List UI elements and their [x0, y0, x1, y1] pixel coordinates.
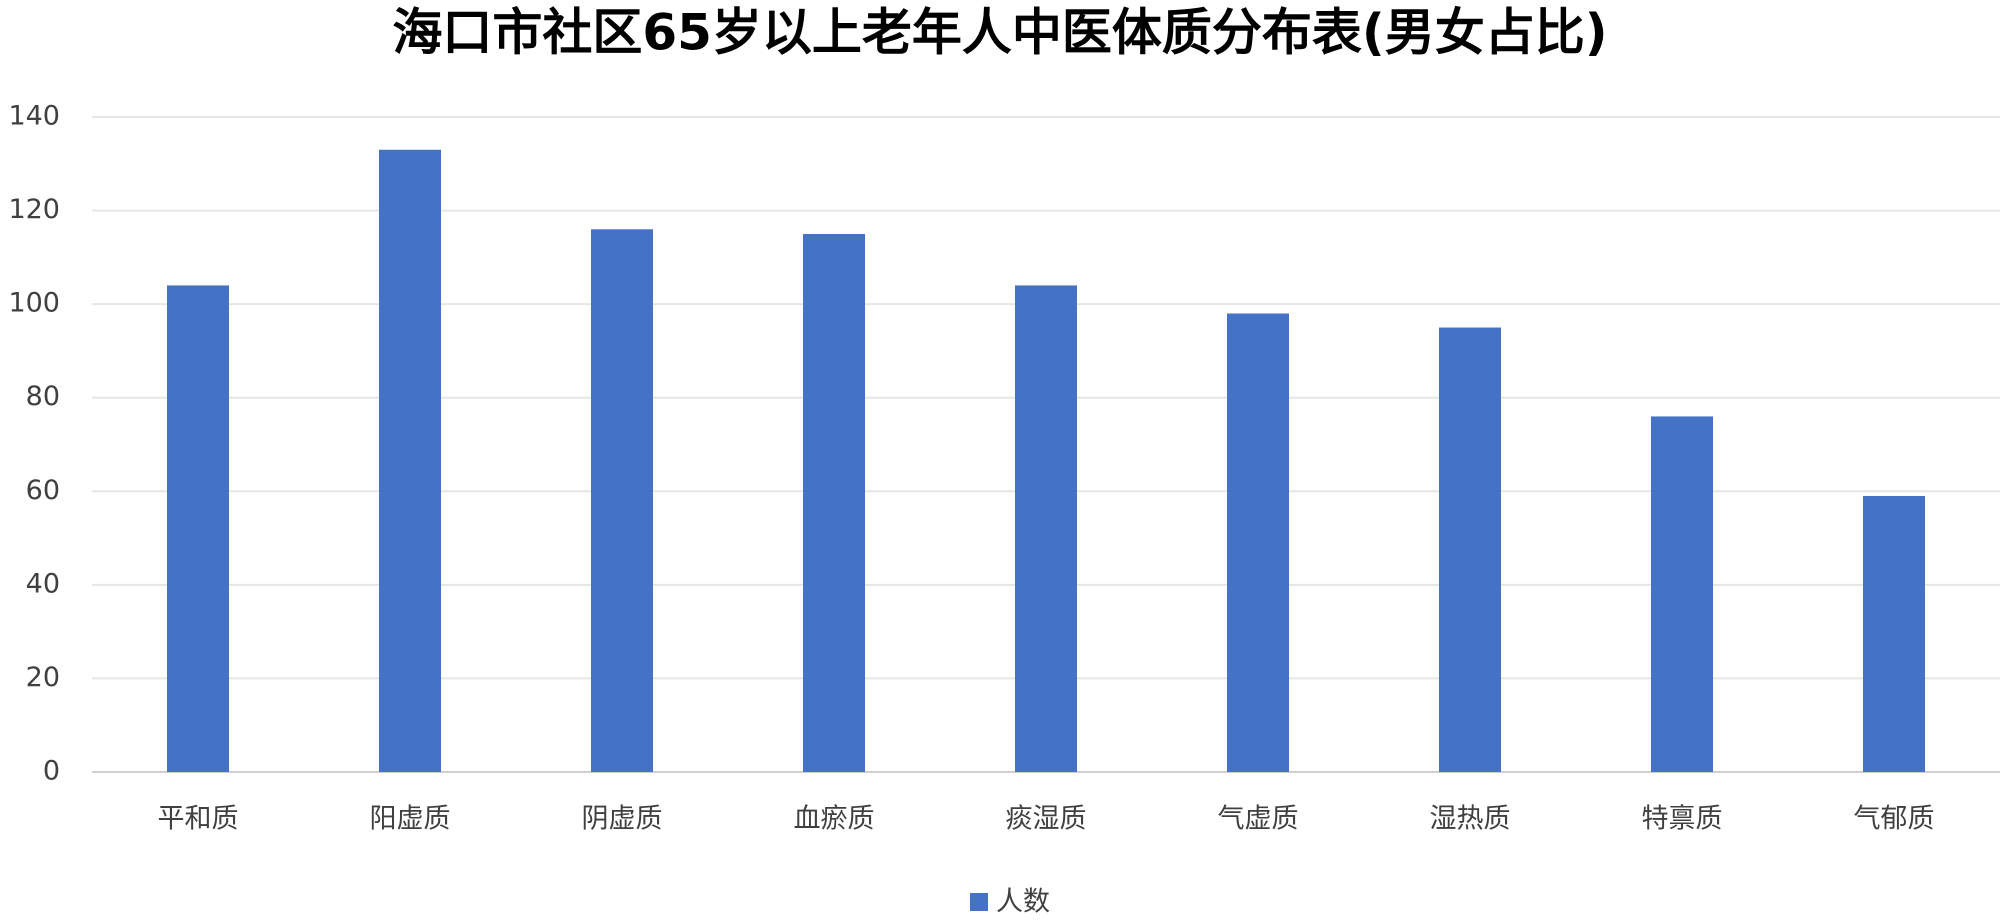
- bar: [167, 285, 229, 772]
- x-tick-label: 痰湿质: [1006, 804, 1087, 835]
- x-tick-label: 特禀质: [1642, 804, 1723, 835]
- chart-title: 海口市社区65岁以上老年人中医体质分布表(男女占比): [392, 4, 1607, 62]
- y-tick-label: 60: [26, 475, 60, 506]
- x-tick-label: 阴虚质: [582, 804, 663, 835]
- x-tick-label: 湿热质: [1430, 804, 1511, 835]
- y-tick-label: 20: [26, 662, 60, 693]
- bar: [1439, 327, 1501, 772]
- bar: [803, 233, 865, 772]
- bar: [379, 149, 441, 772]
- bar: [1863, 495, 1925, 772]
- y-tick-label: 120: [8, 194, 60, 225]
- y-tick-label: 140: [8, 101, 60, 132]
- bar: [1651, 416, 1713, 772]
- x-tick-label: 气郁质: [1854, 804, 1935, 835]
- bar: [1227, 313, 1289, 772]
- legend-label: 人数: [996, 887, 1050, 918]
- y-tick-label: 100: [8, 288, 60, 319]
- x-tick-label: 阳虚质: [370, 804, 451, 835]
- y-tick-label: 40: [26, 568, 60, 599]
- x-tick-label: 平和质: [158, 804, 239, 835]
- y-tick-label: 0: [43, 756, 60, 787]
- y-tick-label: 80: [26, 381, 60, 412]
- x-tick-label: 气虚质: [1218, 804, 1299, 835]
- bar: [1015, 285, 1077, 772]
- x-tick-label: 血瘀质: [794, 804, 875, 835]
- bar: [591, 229, 653, 773]
- legend-swatch: [970, 893, 988, 911]
